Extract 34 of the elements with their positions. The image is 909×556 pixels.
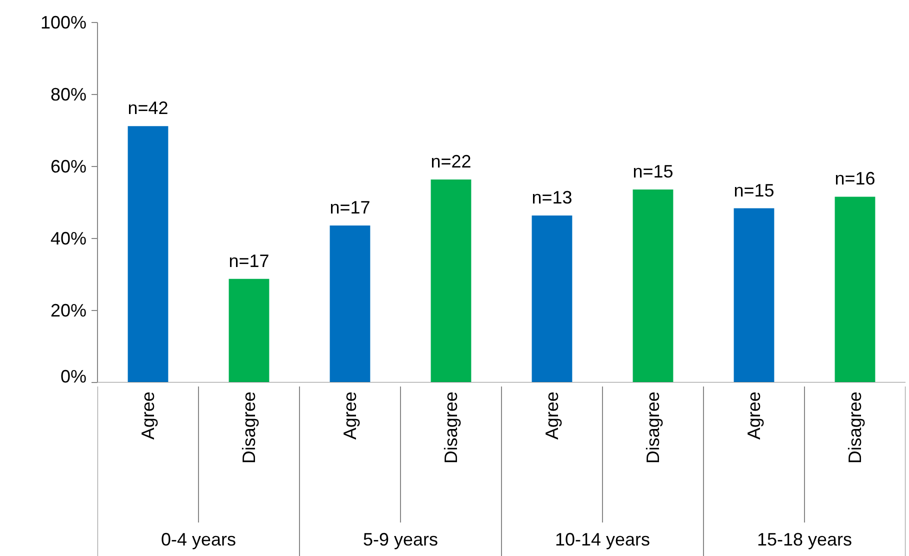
text: 15-18 years [756, 530, 852, 550]
annotation: n=22 [430, 151, 472, 172]
text: 0-4 years [160, 530, 236, 550]
annotation: n=13 [532, 187, 572, 208]
x-tick-label: Disagree [643, 392, 663, 464]
bar [128, 126, 168, 382]
x-tick-label: Agree [744, 392, 764, 440]
x-tick-label: Disagree [239, 392, 259, 464]
bar [632, 190, 674, 382]
x-tick-label: Disagree [845, 392, 865, 464]
annotation: n=17 [228, 250, 270, 271]
annotation: n=17 [330, 198, 370, 218]
y-tick-label: 100% [40, 12, 87, 32]
x-tick-label: Agree [542, 392, 562, 440]
y-tick-label: 60% [50, 156, 87, 176]
bar [734, 208, 774, 382]
y-tick-label: 80% [50, 84, 87, 104]
x-tick-label: Agree [340, 392, 360, 440]
annotation: n=15 [632, 162, 674, 182]
annotation: n=15 [734, 180, 774, 200]
bar [330, 226, 370, 382]
y-tick-label: 20% [50, 300, 87, 320]
text: 5-9 years [362, 530, 438, 550]
bar [228, 278, 270, 382]
text: 10-14 years [554, 530, 650, 550]
x-tick-label: Agree [138, 392, 158, 440]
annotation: n=42 [128, 98, 168, 118]
bar [430, 179, 472, 382]
bar [532, 215, 572, 382]
y-tick-label: 40% [50, 228, 87, 248]
annotation: n=16 [834, 168, 876, 189]
x-tick-label: Disagree [441, 392, 461, 464]
bar [834, 196, 876, 382]
y-tick-label: 0% [60, 366, 86, 386]
